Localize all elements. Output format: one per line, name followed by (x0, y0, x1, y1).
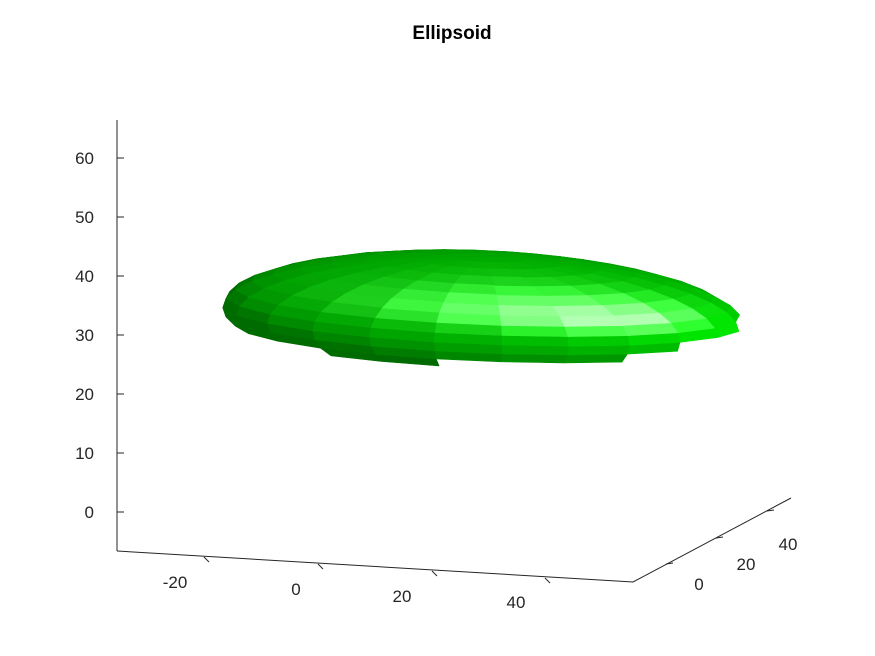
chart-title: Ellipsoid (412, 23, 491, 44)
y-tick-label: 0 (694, 575, 703, 594)
surface-facet (500, 325, 568, 337)
z-tick-label: 0 (85, 503, 94, 522)
y-tick (665, 562, 674, 565)
z-tick-label: 10 (75, 444, 94, 463)
surface-facet (566, 344, 630, 356)
surface-facet (563, 353, 628, 364)
z-tick-label: 40 (75, 267, 94, 286)
y-tick (715, 536, 724, 539)
z-tick-label: 20 (75, 385, 94, 404)
ellipsoid-surface (222, 249, 740, 367)
y-tick-label: 40 (779, 535, 798, 554)
z-tick-label: 60 (75, 149, 94, 168)
z-tick-label: 50 (75, 208, 94, 227)
surface-facet (501, 335, 569, 347)
surface-facet (442, 292, 499, 306)
y-axis-line (632, 497, 792, 583)
x-tick (544, 577, 551, 584)
x-tick-label: 20 (393, 587, 412, 606)
x-tick (203, 556, 210, 563)
x-tick-label: 0 (291, 580, 300, 599)
x-tick-label: -20 (163, 573, 188, 592)
x-tick-label: 40 (507, 593, 526, 612)
y-tick-label: 20 (737, 555, 756, 574)
z-tick-label: 30 (75, 326, 94, 345)
x-tick (317, 563, 324, 570)
y-tick (766, 509, 775, 512)
axes: 0 10 20 30 40 50 60 -20 0 20 40 0 20 40 (75, 120, 797, 612)
surface-facet (500, 353, 568, 364)
surface-facet (499, 314, 565, 327)
surface-facet (495, 294, 553, 307)
x-tick (431, 570, 438, 577)
surface-facet (558, 314, 623, 327)
x-axis-line (116, 550, 634, 583)
surface-facet (248, 288, 291, 306)
surface-facet (563, 325, 628, 337)
surface-facet (501, 344, 569, 356)
surface-facet (566, 335, 630, 347)
surface-facet (497, 304, 560, 317)
